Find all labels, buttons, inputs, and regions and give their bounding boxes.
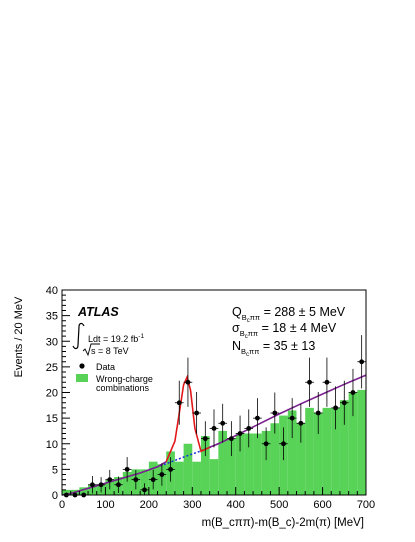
data-point (228, 436, 234, 442)
legend-hist-swatch (76, 374, 88, 382)
data-point (307, 379, 312, 385)
histogram-bar (331, 407, 340, 495)
fit-result-n: NBcππ = 35 ± 13 (232, 339, 315, 358)
histogram-bar (313, 413, 323, 495)
experiment-label: ATLAS (77, 305, 119, 319)
y-tick-label: 10 (46, 439, 58, 451)
sqrt-sign-icon (82, 343, 100, 357)
y-tick-label: 20 (46, 388, 58, 400)
data-point (298, 420, 304, 426)
data-point (359, 359, 365, 365)
y-tick-label: 15 (46, 413, 58, 425)
y-tick-label: 0 (52, 490, 58, 502)
x-tick-label: 0 (59, 499, 65, 511)
histogram-bar (192, 461, 201, 495)
data-point (202, 436, 208, 442)
x-tick-label: 400 (227, 499, 245, 511)
legend: Data Wrong-charge combinations (76, 362, 153, 393)
luminosity-label: Ldt = 19.2 fb-1 (88, 333, 144, 344)
histogram-bar (348, 392, 358, 495)
luminosity-exponent: -1 (138, 333, 144, 340)
data-point (237, 431, 243, 436)
y-tick-label: 40 (46, 285, 58, 297)
data-point (185, 379, 191, 385)
data-point (124, 466, 130, 472)
y-tick-label: 30 (46, 336, 58, 348)
signal-fit-curve (165, 374, 211, 463)
histogram-bar (287, 410, 297, 495)
data-point (176, 400, 182, 406)
data-point (272, 410, 278, 416)
data-point (263, 441, 269, 447)
histogram-bar (261, 430, 271, 495)
data-point (133, 477, 139, 483)
histogram-bar (244, 433, 254, 495)
histogram-bar (174, 461, 184, 495)
x-axis-label: m(B_cππ)-m(B_c)-2m(π) [MeV] (202, 517, 364, 529)
data-point (350, 390, 356, 395)
data-point (142, 487, 147, 493)
histogram-bar (227, 438, 236, 495)
data-point (220, 420, 226, 426)
histogram-bar (339, 400, 349, 495)
data-point (289, 415, 295, 421)
y-tick-label: 5 (52, 464, 58, 476)
histogram-bar (253, 433, 262, 495)
histogram-bar (183, 443, 193, 495)
x-tick-label: 700 (357, 499, 375, 511)
histogram-bar (235, 433, 245, 495)
integral-sign-icon (72, 322, 85, 350)
energy-label: s = 8 TeV (91, 346, 129, 356)
data-point (107, 477, 113, 483)
histogram-bar (79, 487, 89, 495)
data-point (341, 400, 347, 406)
data-point (150, 477, 156, 483)
histogram-bar (305, 407, 314, 495)
fit-results-box: QBcππ = 288 ± 5 MeV σBcππ = 18 ± 4 MeV N… (232, 305, 346, 358)
legend-data-label: Data (96, 362, 115, 372)
data-point (315, 410, 321, 416)
x-tick-label: 300 (183, 499, 201, 511)
fit-result-sigma: σBcππ = 18 ± 4 MeV (232, 321, 337, 340)
legend-hist-label-line2: combinations (96, 383, 150, 393)
data-point (333, 405, 338, 411)
data-point (194, 410, 200, 416)
data-point (324, 379, 330, 385)
legend-data-marker (79, 363, 85, 369)
histogram-bar (296, 423, 306, 495)
data-point (255, 415, 260, 421)
histogram-bar (200, 436, 210, 495)
histogram-bar (140, 469, 149, 495)
axes-layer: 0 100 200 300 400 500 600 700 0 5 10 15 20 25 30 35 40 (46, 285, 375, 511)
y-tick-label: 25 (46, 362, 58, 374)
histogram-bar (322, 407, 332, 495)
y-tick-label: 35 (46, 311, 58, 323)
histogram-bar (209, 459, 219, 495)
histogram-bar (357, 389, 366, 495)
histogram-bar (122, 471, 132, 495)
x-tick-label: 200 (140, 499, 158, 511)
x-tick-label: 500 (270, 499, 288, 511)
data-points-layer (62, 335, 366, 498)
data-point (159, 472, 165, 477)
x-tick-label: 600 (313, 499, 331, 511)
y-axis-label: Events / 20 MeV (13, 296, 25, 377)
data-point (168, 466, 173, 472)
fit-curve-low (61, 461, 167, 496)
data-point (211, 425, 217, 431)
data-point (116, 482, 121, 488)
data-point (281, 441, 286, 447)
x-tick-label: 100 (96, 499, 114, 511)
fit-result-q: QBcππ = 288 ± 5 MeV (232, 305, 346, 324)
legend-hist-label: Wrong-charge (96, 374, 153, 384)
histogram-bar (270, 423, 280, 495)
histogram-bar (218, 430, 228, 495)
data-point (90, 482, 95, 488)
data-point (246, 425, 252, 431)
data-point (98, 482, 104, 488)
